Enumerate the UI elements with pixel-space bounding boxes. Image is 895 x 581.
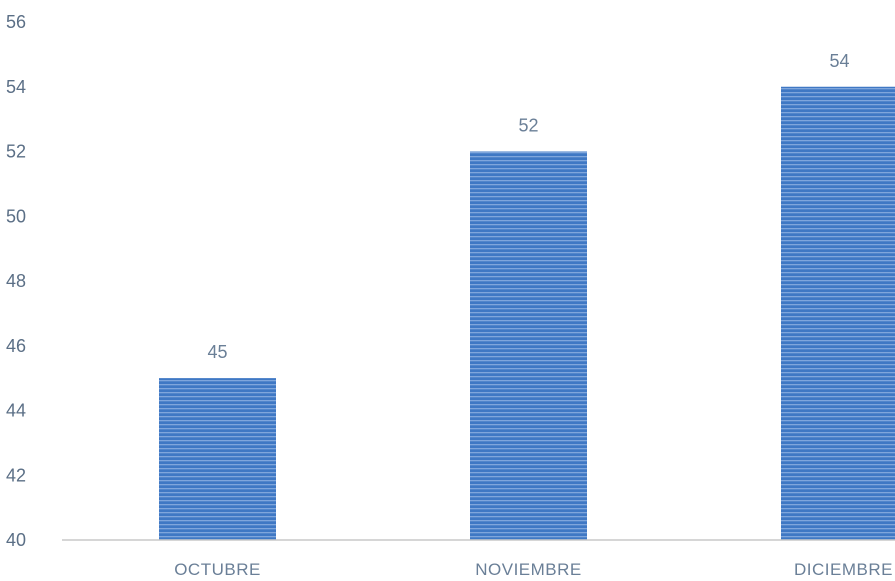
- y-tick-label: 56: [6, 12, 26, 32]
- data-label: 52: [518, 116, 538, 136]
- x-axis: OCTUBRE NOVIEMBRE DICIEMBRE: [62, 539, 895, 579]
- y-tick-label: 54: [6, 77, 26, 97]
- bars: 45 52 54: [159, 51, 895, 540]
- y-tick-label: 46: [6, 336, 26, 356]
- data-label: 54: [829, 51, 849, 71]
- data-label: 45: [207, 342, 227, 362]
- x-tick-label: NOVIEMBRE: [475, 560, 582, 579]
- x-tick-label: OCTUBRE: [174, 560, 261, 579]
- bar-octubre: [159, 378, 276, 540]
- bar-diciembre: [781, 86, 895, 540]
- y-tick-label: 42: [6, 465, 26, 485]
- y-tick-label: 50: [6, 206, 26, 226]
- y-tick-label: 48: [6, 271, 26, 291]
- x-tick-label: DICIEMBRE: [794, 560, 893, 579]
- y-tick-label: 52: [6, 142, 26, 162]
- y-tick-label: 40: [6, 530, 26, 550]
- y-axis: 40 42 44 46 48 50 52 54 56: [6, 12, 26, 550]
- bar-noviembre: [470, 151, 587, 540]
- y-tick-label: 44: [6, 401, 26, 421]
